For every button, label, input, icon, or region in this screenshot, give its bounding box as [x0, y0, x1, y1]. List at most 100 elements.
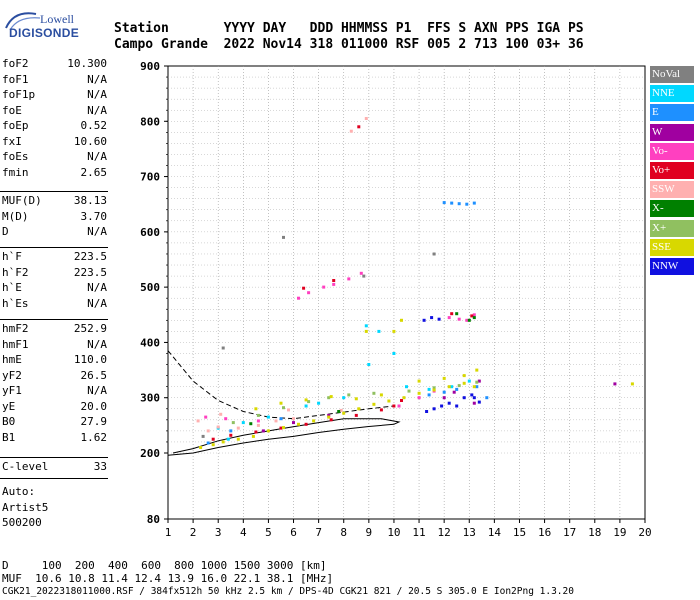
- data-point-vo: [224, 417, 228, 421]
- data-point-nne: [405, 385, 408, 389]
- param-value: 110.0: [73, 353, 107, 366]
- param-label: yF2: [2, 368, 22, 382]
- param-yf1: yF1 N/A: [2, 384, 107, 397]
- y-tick-label: 200: [140, 447, 160, 460]
- x-tick-label: 3: [215, 526, 222, 539]
- y-tick-label: 500: [140, 281, 160, 294]
- data-point-ssw: [196, 419, 200, 423]
- data-point-vo: [332, 279, 336, 282]
- data-point-x: [337, 410, 341, 413]
- data-point-sse: [417, 391, 421, 395]
- data-point-sse: [392, 329, 396, 333]
- data-point-vo: [302, 286, 306, 290]
- param-value: N/A: [87, 72, 107, 86]
- data-point-vo: [279, 426, 283, 430]
- data-point-e: [206, 441, 210, 445]
- data-point-sse: [327, 415, 331, 419]
- x-tick-label: 13: [463, 526, 476, 539]
- logo-digisonde-text: DIGISONDE: [9, 26, 80, 40]
- data-point-sse: [462, 381, 466, 385]
- data-point-sse: [372, 402, 376, 406]
- param-label: D: [2, 225, 9, 238]
- x-tick-label: 6: [290, 526, 297, 539]
- data-point-nne: [317, 401, 321, 405]
- param-value: 223.5: [73, 265, 107, 279]
- data-point-sse: [199, 446, 203, 449]
- param-foes: foEs N/A: [2, 150, 107, 163]
- data-point-e: [472, 201, 476, 205]
- data-point-x: [467, 318, 471, 322]
- autoscaling-text: 500200: [2, 516, 42, 529]
- panel-separator: [0, 247, 108, 248]
- data-point-ssw: [216, 425, 220, 429]
- data-point-ssw: [364, 117, 368, 120]
- data-point-sse: [400, 318, 403, 322]
- data-point-nne: [392, 352, 396, 355]
- legend-item-ssw: SSW: [650, 181, 694, 199]
- x-tick-label: 14: [488, 526, 502, 539]
- data-point-nnw: [447, 401, 451, 405]
- data-point-w: [261, 429, 265, 433]
- data-point-nnw: [422, 318, 426, 322]
- autoscaling-text: Artist5: [2, 500, 49, 514]
- param-value: 223.5: [73, 250, 107, 263]
- data-point-x: [231, 421, 235, 425]
- param-label: MUF(D): [2, 194, 42, 207]
- param-label: foF1p: [2, 88, 36, 101]
- data-point-sse: [432, 388, 436, 392]
- data-point-e: [450, 201, 454, 205]
- legend-item-vo: Vo+: [650, 162, 694, 179]
- x-tick-label: 11: [412, 526, 425, 539]
- data-point-vo: [359, 271, 363, 275]
- param-value: 10.60: [73, 134, 107, 148]
- data-point-nne: [364, 324, 368, 328]
- data-point-nnw: [432, 407, 436, 411]
- param-value: N/A: [87, 150, 107, 163]
- data-point-vo: [397, 404, 401, 408]
- param-d: D N/A: [2, 225, 107, 238]
- data-point-x: [407, 389, 411, 393]
- data-point-ssw: [274, 419, 278, 423]
- data-point-sse: [342, 411, 346, 415]
- distance-row: D 100 200 400 600 800 1000 1500 3000 [km…: [2, 559, 327, 572]
- param-label: foF1: [2, 72, 29, 86]
- data-point-sse: [251, 434, 255, 438]
- data-point-vo: [204, 415, 208, 419]
- data-point-e: [457, 202, 461, 206]
- x-tick-label: 1: [165, 526, 172, 539]
- data-point-vo: [450, 312, 454, 316]
- param-label: B0: [2, 415, 16, 428]
- data-point-x: [249, 422, 253, 426]
- legend-item-sse: SSE: [650, 238, 694, 256]
- param-label: C-level: [2, 460, 49, 473]
- data-point-ssw: [287, 408, 290, 412]
- logo-lowell-text: Lowell: [40, 12, 74, 26]
- data-point-nnw: [470, 393, 474, 397]
- param-label: M(D): [2, 209, 29, 223]
- data-point-vo: [254, 430, 258, 434]
- x-tick-label: 18: [588, 526, 601, 539]
- data-point-vo: [354, 413, 358, 417]
- param-c-level: C-level 33: [2, 460, 107, 473]
- data-point-w: [477, 379, 481, 383]
- data-point-sse: [472, 385, 476, 389]
- param-value: N/A: [87, 225, 107, 238]
- param-value: 20.0: [80, 399, 108, 413]
- data-point-sse: [221, 440, 225, 444]
- autoscaling-text: Auto:: [2, 485, 36, 498]
- data-point-x: [475, 380, 479, 384]
- data-point-vo: [347, 277, 351, 281]
- data-point-sse: [447, 385, 451, 389]
- data-point-vo: [229, 433, 233, 437]
- data-point-nnw: [440, 404, 444, 408]
- data-point-x: [256, 413, 260, 417]
- x-tick-label: 16: [538, 526, 551, 539]
- data-point-x: [307, 400, 311, 404]
- muf-row: MUF 10.6 10.8 11.4 12.4 13.9 16.0 22.1 3…: [2, 572, 334, 585]
- param-h-f2: h`F2 223.5: [2, 266, 107, 279]
- x-tick-label: 7: [315, 526, 322, 539]
- data-point-nne: [241, 421, 245, 425]
- digisonde-logo-swoosh-icon: [5, 12, 41, 31]
- data-point-vo: [322, 285, 326, 289]
